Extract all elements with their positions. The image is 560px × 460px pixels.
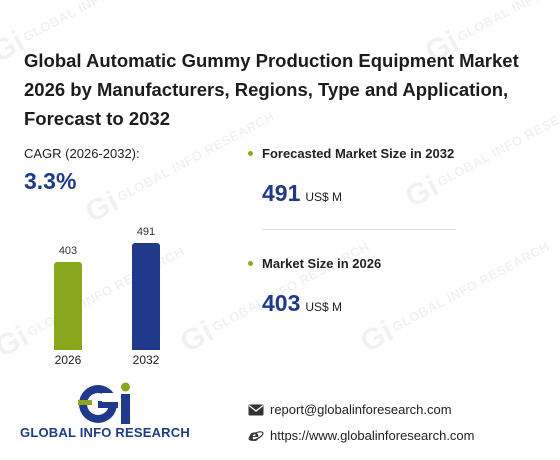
bar-category-label: 2032 <box>132 353 160 367</box>
logo-text: GLOBAL INFO RESEARCH <box>20 425 190 440</box>
bullet-dot <box>248 261 253 266</box>
email-link[interactable]: report@globalinforesearch.com <box>270 402 452 417</box>
current-unit: US$ M <box>305 300 343 314</box>
forecast-unit: US$ M <box>305 190 343 204</box>
bar-2026 <box>54 262 82 350</box>
report-title: Global Automatic Gummy Production Equipm… <box>24 50 519 129</box>
forecast-value: 491 <box>262 180 301 206</box>
website-link[interactable]: https://www.globalinforesearch.com <box>270 427 475 443</box>
company-logo: GLOBAL INFO RESEARCH <box>20 382 190 442</box>
bullet-dot <box>248 151 253 156</box>
logo-mark-icon <box>78 382 130 424</box>
current-heading: Market Size in 2026 <box>262 256 382 271</box>
cagr-label: CAGR (2026-2032): <box>24 146 140 161</box>
cagr-value: 3.3% <box>24 168 77 194</box>
market-size-bar-chart: 403 2026 491 2032 <box>40 226 190 370</box>
contact-website[interactable]: e https://www.globalinforesearch.com <box>248 427 474 443</box>
bar-value-label: 491 <box>136 226 156 238</box>
current-stat: Market Size in 2026 403 US$ M <box>248 256 382 316</box>
forecast-heading: Forecasted Market Size in 2032 <box>262 146 455 161</box>
bar-value-label: 403 <box>58 245 78 257</box>
envelope-icon <box>248 404 264 415</box>
svg-text:e: e <box>249 427 259 443</box>
internet-explorer-icon: e <box>248 427 264 443</box>
bar-2032 <box>132 243 160 350</box>
current-value: 403 <box>262 290 301 316</box>
forecast-stat: Forecasted Market Size in 2032 491 US$ M <box>248 146 455 206</box>
contact-email[interactable]: report@globalinforesearch.com <box>248 402 452 417</box>
bar-category-label: 2026 <box>54 353 82 367</box>
divider <box>262 229 456 230</box>
watermark: GiGLOBAL INFO RESEARCH <box>355 238 552 360</box>
